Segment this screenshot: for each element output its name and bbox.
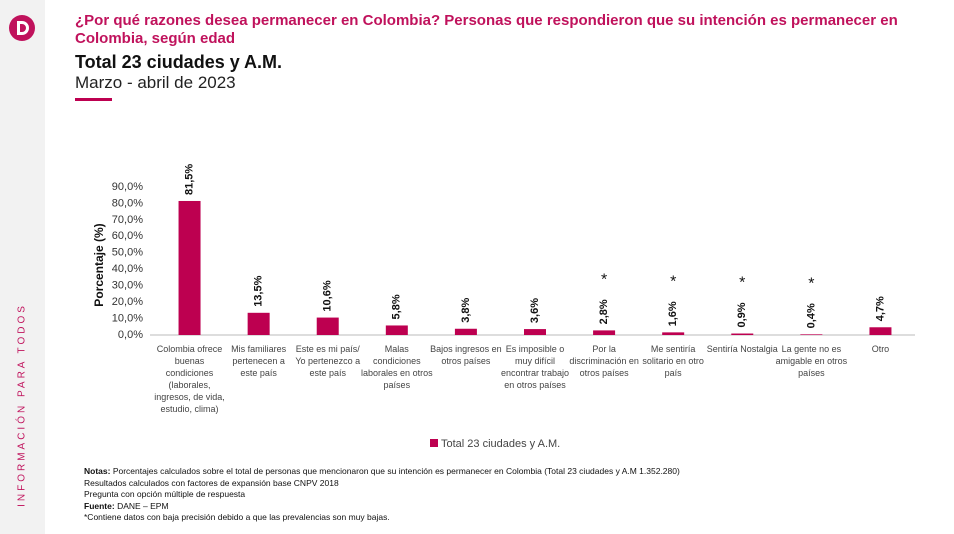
x-tick-label: Malas condiciones laborales en otros paí… [361, 344, 433, 390]
note-text: Porcentajes calculados sobre el total de… [110, 466, 680, 476]
y-tick-label: 50,0% [112, 247, 143, 259]
slogan: INFORMACIÓN PARA TODOS [15, 303, 28, 507]
note-text: DANE – EPM [114, 500, 169, 511]
x-tick-label: Por la discriminación en otros países [569, 344, 639, 378]
x-tick-label: Me sentiría solitario en otro país [642, 344, 704, 378]
sidebar [0, 0, 45, 534]
x-tick-label: Bajos ingresos en otros países [430, 344, 502, 366]
note-label: Fuente: [84, 500, 115, 511]
value-label: 3,8% [460, 297, 472, 322]
note-line: Pregunta con opción múltiple de respuest… [84, 489, 680, 501]
note-label: Notas: [84, 466, 111, 476]
logo-mark [17, 21, 29, 35]
value-label: 4,7% [874, 296, 886, 321]
value-label: 81,5% [183, 164, 195, 195]
legend-swatch [430, 439, 438, 447]
y-tick-label: 60,0% [112, 230, 143, 242]
x-tick-label: Mis familiares pertenecen a este país [231, 344, 287, 378]
notes: Notas: Porcentajes calculados sobre el t… [84, 466, 680, 524]
bar [385, 325, 408, 335]
bar [731, 333, 754, 335]
x-tick-label: Es imposible o muy difícil encontrar tra… [500, 344, 570, 390]
note-line: *Contiene datos con baja precisión debid… [84, 512, 680, 524]
x-tick-label: Colombia ofrece buenas condiciones (labo… [154, 344, 225, 414]
value-label: 13,5% [253, 275, 265, 306]
note-line: Notas: Porcentajes calculados sobre el t… [84, 466, 680, 478]
bar [524, 329, 546, 335]
value-label: 0,4% [805, 303, 817, 328]
value-label: 10,6% [322, 280, 334, 311]
y-tick-label: 0,0% [118, 329, 143, 341]
logo [9, 15, 35, 41]
y-tick-label: 70,0% [112, 214, 143, 226]
x-tick-label: Sentiría Nostalgia [706, 344, 778, 354]
value-label: 0,9% [736, 302, 748, 327]
y-tick-label: 10,0% [112, 312, 143, 324]
legend-label: Total 23 ciudades y A.M. [441, 438, 560, 450]
value-label: 1,6% [667, 301, 679, 326]
y-tick-label: 30,0% [112, 280, 143, 292]
bar [454, 328, 477, 335]
bar [247, 312, 270, 335]
title: ¿Por qué razones desea permanecer en Col… [75, 12, 898, 47]
bar [800, 334, 823, 335]
value-label: 5,8% [391, 294, 403, 319]
bar [869, 327, 892, 335]
value-label: 3,6% [529, 298, 541, 323]
subtitle: Total 23 ciudades y A.M. [75, 52, 283, 72]
low-precision-marker: * [601, 272, 607, 289]
y-tick-label: 20,0% [112, 296, 143, 308]
y-tick-label: 40,0% [112, 263, 143, 275]
x-tick-label: La gente no es amigable en otros países [775, 344, 848, 378]
title-rule [75, 98, 112, 101]
value-label: 2,8% [598, 299, 610, 324]
low-precision-marker: * [808, 276, 814, 293]
bar [662, 332, 685, 335]
low-precision-marker: * [739, 275, 745, 292]
period: Marzo - abril de 2023 [75, 73, 236, 92]
bar [316, 317, 339, 335]
x-tick-label: Este es mi país/ Yo pertenezco a este pa… [295, 344, 361, 378]
note-text: *Contiene datos con baja precisión debid… [84, 512, 390, 522]
y-axis-label: Porcentaje (%) [92, 223, 106, 306]
bar [178, 200, 201, 335]
note-text: Resultados calculados con factores de ex… [84, 477, 339, 488]
y-tick-label: 80,0% [112, 197, 143, 209]
note-line: Resultados calculados con factores de ex… [84, 478, 680, 490]
bar [593, 330, 616, 335]
note-line: Fuente: DANE – EPM [84, 501, 680, 513]
low-precision-marker: * [670, 274, 676, 291]
note-text: Pregunta con opción múltiple de respuest… [84, 489, 246, 499]
y-tick-label: 90,0% [112, 181, 143, 193]
x-tick-label: Otro [871, 344, 890, 354]
